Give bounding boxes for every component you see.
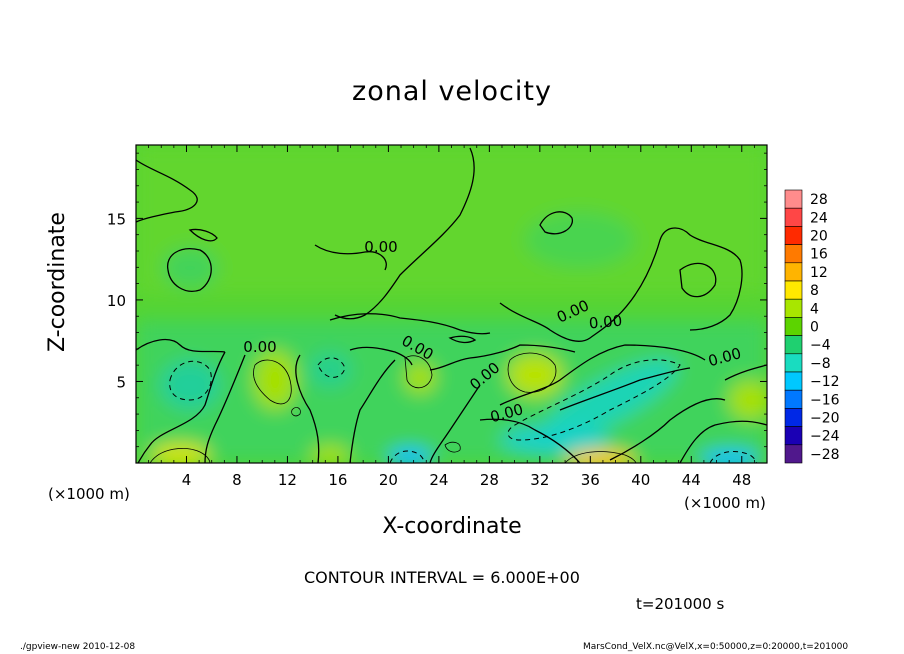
x-tick-label: 8 <box>232 471 242 489</box>
contour-line <box>448 335 477 344</box>
colorbar-swatch <box>784 244 803 264</box>
contour-line <box>136 159 198 223</box>
colorbar-swatch <box>784 353 803 373</box>
colorbar-label: 0 <box>810 320 819 336</box>
contour-line <box>539 211 573 235</box>
x-tick-label: 24 <box>429 471 448 489</box>
contour-label: 0.00 <box>588 312 623 333</box>
contour-line-negative <box>507 359 681 441</box>
contour-line <box>499 227 743 342</box>
contour-line <box>429 344 576 371</box>
x-tick-label: 12 <box>278 471 297 489</box>
contour-interval-note: CONTOUR INTERVAL = 6.000E+00 <box>304 568 580 587</box>
contour-line <box>679 262 717 298</box>
contour-line-negative <box>317 357 346 378</box>
time-stamp: t=201000 s <box>636 595 725 613</box>
footer-right: MarsCond_VelX.nc@VelX,x=0:50000,z=0:2000… <box>583 642 849 652</box>
colorbar-swatch <box>784 444 803 464</box>
colorbar-swatch <box>784 207 803 227</box>
contour-line <box>291 407 301 417</box>
contour-line <box>149 448 211 463</box>
chart-title: zonal velocity <box>352 76 552 107</box>
thin-contours <box>149 352 637 463</box>
contour-line <box>349 346 413 366</box>
colorbar-label: −16 <box>810 392 840 408</box>
colorbar-swatch <box>784 280 803 300</box>
colorbar-label: 16 <box>810 247 828 263</box>
contour-line <box>444 441 461 453</box>
colorbar-label: 28 <box>810 192 828 208</box>
x-tick-label: 4 <box>182 471 192 489</box>
contour-line <box>136 338 226 353</box>
colorbar-swatch <box>784 298 803 318</box>
colorbar-label: −24 <box>810 429 840 445</box>
contour-line <box>188 228 218 242</box>
contour-line <box>253 359 292 405</box>
colorbar-label: 12 <box>810 265 828 281</box>
colorbar-label: 4 <box>810 301 819 317</box>
colorbar-swatch <box>784 371 803 391</box>
colorbar-swatch <box>784 426 803 446</box>
x-tick-label: 28 <box>480 471 499 489</box>
x-tick-label: 32 <box>530 471 549 489</box>
contour-line <box>564 451 637 463</box>
colorbar-label: 20 <box>810 229 828 245</box>
x-axis-label: X-coordinate <box>382 514 522 539</box>
x-tick-label: 48 <box>732 471 751 489</box>
y-tick-label: 15 <box>107 210 126 228</box>
x-axis: 4 8 12 16 20 24 28 32 36 40 44 48 <box>148 145 755 489</box>
colorbar-swatch <box>784 317 803 336</box>
contour-line <box>609 398 726 461</box>
x-tick-label: 36 <box>581 471 600 489</box>
contour-line <box>479 418 581 463</box>
dashed-contours <box>169 357 757 463</box>
colorbar-label: −20 <box>810 411 840 427</box>
colorbar-swatch <box>784 226 803 245</box>
contour-line-negative <box>389 450 425 463</box>
colorbar-swatch <box>784 389 803 409</box>
colorbar-swatch <box>784 335 803 355</box>
color-field <box>136 145 767 463</box>
colorbar-swatch <box>784 408 803 427</box>
colorbar-swatch <box>784 189 803 209</box>
contour-line <box>404 355 433 389</box>
contour-line <box>507 352 557 393</box>
colorbar: 28 24 20 16 12 8 4 0 −4 −8 −12 −16 −20 −24 −28 <box>784 189 840 464</box>
y-axis: 5 10 15 <box>107 152 767 448</box>
x-unit-right: (×1000 m) <box>684 494 766 512</box>
contour-line-negative <box>709 451 757 463</box>
contour-line <box>349 359 396 463</box>
contour-line <box>429 384 481 463</box>
colorbar-label: −8 <box>810 356 831 372</box>
colorbar-swatch <box>784 262 803 282</box>
x-unit-left: (×1000 m) <box>48 485 130 503</box>
contour-label: 0.00 <box>243 338 276 356</box>
contour-line <box>679 420 767 463</box>
colorbar-label: −4 <box>810 338 831 354</box>
colorbar-label: −12 <box>810 374 840 390</box>
contour-line <box>167 248 212 292</box>
x-tick-label: 40 <box>631 471 650 489</box>
contour-line-negative <box>169 360 212 401</box>
contour-line <box>329 313 491 335</box>
x-tick-label: 16 <box>328 471 347 489</box>
y-tick-label: 10 <box>107 292 126 310</box>
contour-line <box>314 244 387 271</box>
footer-left: ./gpview-new 2010-12-08 <box>20 642 136 652</box>
contour-line <box>137 351 226 463</box>
plot-area <box>136 145 767 463</box>
x-tick-label: 20 <box>379 471 398 489</box>
contour-line <box>724 364 767 381</box>
contour-line <box>334 147 475 320</box>
contour-label: 0.00 <box>364 238 397 256</box>
y-tick-label: 5 <box>116 373 126 391</box>
colorbar-label: 8 <box>810 283 819 299</box>
colorbar-label: 24 <box>810 210 828 226</box>
x-tick-label: 44 <box>682 471 701 489</box>
colorbar-label: −28 <box>810 447 840 463</box>
contour-line <box>295 354 320 463</box>
contour-line <box>204 354 246 463</box>
